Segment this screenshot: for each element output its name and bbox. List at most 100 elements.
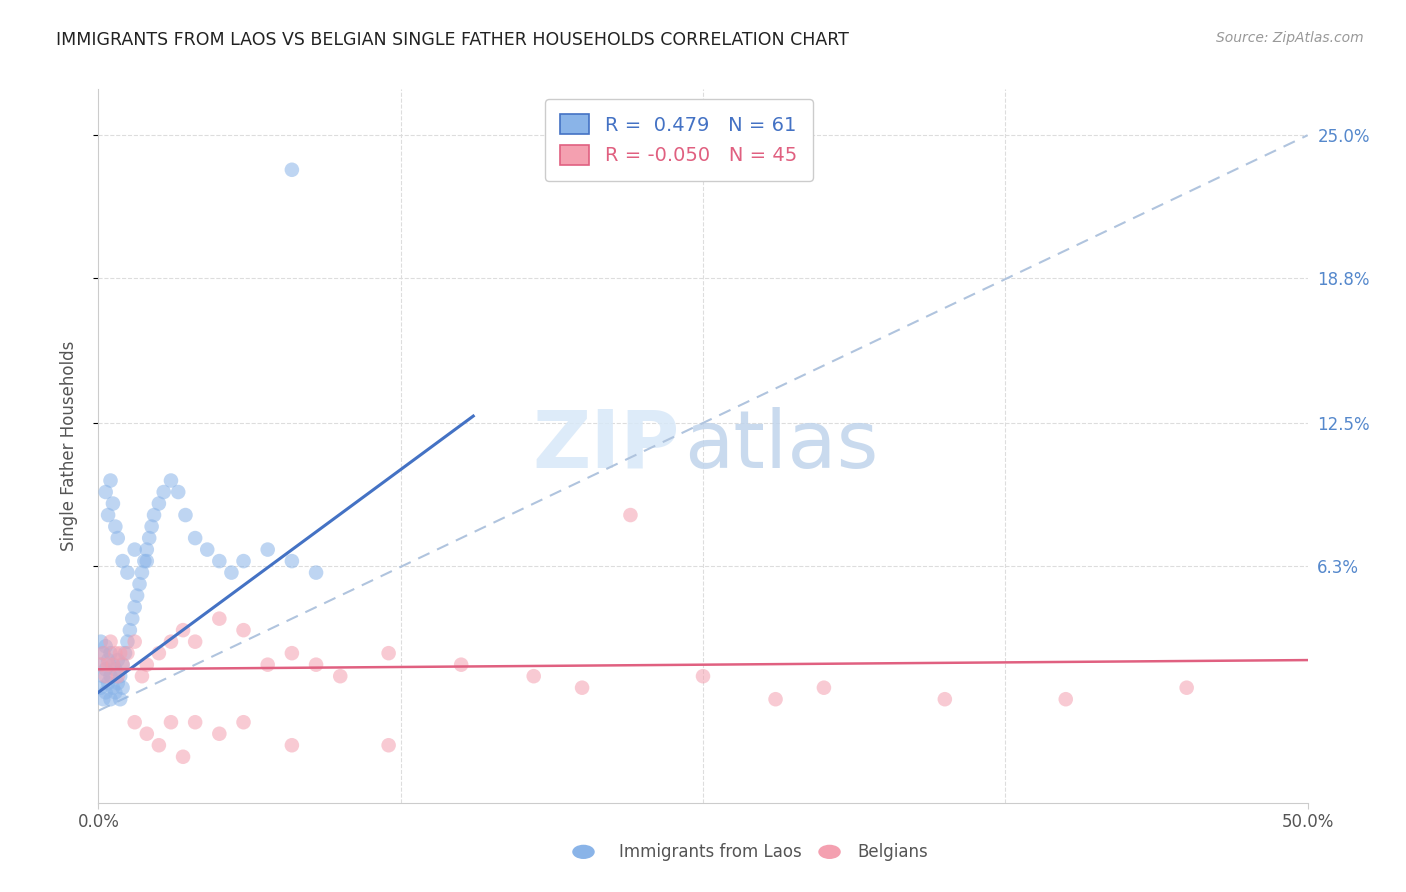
Point	[148, 646, 170, 660]
Point	[934, 692, 956, 706]
Point	[117, 634, 139, 648]
Point	[121, 612, 143, 626]
Point	[101, 657, 124, 672]
Point	[91, 646, 114, 660]
Point	[184, 634, 207, 648]
Point	[138, 531, 160, 545]
Point	[174, 508, 197, 522]
Point	[90, 634, 112, 648]
Point	[124, 715, 146, 730]
Point	[135, 727, 157, 741]
Point	[152, 485, 174, 500]
Point	[104, 646, 127, 660]
Point	[108, 646, 131, 660]
Point	[184, 531, 207, 545]
Point	[104, 519, 127, 533]
Point	[232, 715, 254, 730]
Point	[208, 612, 231, 626]
Point	[131, 566, 153, 580]
Point	[114, 646, 136, 660]
Point	[1175, 681, 1198, 695]
Point	[94, 662, 117, 676]
Point	[160, 634, 183, 648]
Point	[101, 681, 124, 695]
Point	[143, 508, 166, 522]
Point	[91, 669, 114, 683]
Point	[148, 497, 170, 511]
Point	[329, 669, 352, 683]
Point	[221, 566, 243, 580]
Point	[101, 657, 124, 672]
Text: IMMIGRANTS FROM LAOS VS BELGIAN SINGLE FATHER HOUSEHOLDS CORRELATION CHART: IMMIGRANTS FROM LAOS VS BELGIAN SINGLE F…	[56, 31, 849, 49]
Point	[108, 692, 131, 706]
Point	[208, 554, 231, 568]
Point	[111, 657, 134, 672]
Point	[523, 669, 546, 683]
Point	[107, 676, 129, 690]
Point	[91, 646, 114, 660]
Text: ZIP: ZIP	[533, 407, 681, 485]
Point	[111, 554, 134, 568]
Point	[108, 669, 131, 683]
Point	[124, 600, 146, 615]
Point	[305, 657, 328, 672]
Point	[90, 681, 112, 695]
Point	[1054, 692, 1077, 706]
Point	[107, 531, 129, 545]
Point	[118, 623, 141, 637]
Point	[281, 162, 304, 177]
Point	[167, 485, 190, 500]
Point	[148, 738, 170, 752]
Point	[377, 646, 399, 660]
Point	[256, 542, 278, 557]
Point	[172, 749, 194, 764]
Point	[104, 662, 127, 676]
Point	[377, 738, 399, 752]
Text: Source: ZipAtlas.com: Source: ZipAtlas.com	[1216, 31, 1364, 45]
Point	[160, 474, 183, 488]
Text: Immigrants from Laos: Immigrants from Laos	[619, 843, 801, 861]
Point	[117, 646, 139, 660]
Point	[94, 640, 117, 654]
Point	[134, 554, 156, 568]
Point	[107, 669, 129, 683]
Point	[571, 681, 593, 695]
Point	[232, 623, 254, 637]
Point	[100, 634, 122, 648]
Text: atlas: atlas	[685, 407, 879, 485]
Point	[692, 669, 714, 683]
Point	[101, 497, 124, 511]
Point	[450, 657, 472, 672]
Point	[813, 681, 835, 695]
Point	[97, 508, 120, 522]
Point	[128, 577, 150, 591]
Point	[141, 519, 163, 533]
Y-axis label: Single Father Households: Single Father Households	[59, 341, 77, 551]
Point	[111, 657, 134, 672]
Point	[195, 542, 218, 557]
Point	[117, 566, 139, 580]
Point	[131, 669, 153, 683]
Point	[90, 657, 112, 672]
Legend: R =  0.479   N = 61, R = -0.050   N = 45: R = 0.479 N = 61, R = -0.050 N = 45	[544, 99, 813, 181]
Point	[256, 657, 278, 672]
Point	[100, 669, 122, 683]
Point	[135, 542, 157, 557]
Point	[135, 554, 157, 568]
Point	[104, 685, 127, 699]
Point	[208, 727, 231, 741]
Point	[172, 623, 194, 637]
Point	[184, 715, 207, 730]
Point	[765, 692, 787, 706]
Point	[97, 653, 120, 667]
Point	[305, 566, 328, 580]
Text: Belgians: Belgians	[858, 843, 928, 861]
Point	[281, 738, 304, 752]
Point	[94, 669, 117, 683]
Point	[107, 653, 129, 667]
Point	[160, 715, 183, 730]
Point	[97, 676, 120, 690]
Point	[127, 589, 149, 603]
Point	[97, 657, 120, 672]
Point	[619, 508, 641, 522]
